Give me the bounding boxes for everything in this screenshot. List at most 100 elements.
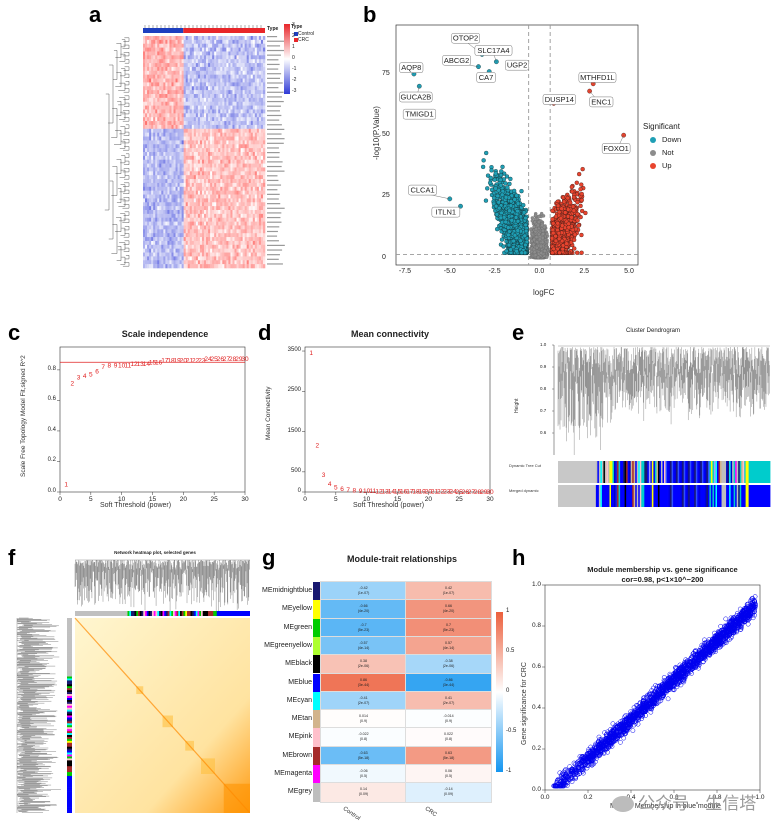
- heatmap-cell: [246, 101, 250, 106]
- heatmap-cell: [185, 117, 189, 122]
- heatmap-cell: [149, 194, 152, 199]
- heatmap-cell: [206, 39, 209, 45]
- heatmap-cell: [254, 217, 258, 222]
- heatmap-cell: [177, 144, 180, 149]
- heatmap-cell: [185, 39, 189, 45]
- panel-label-g: g: [262, 545, 276, 570]
- heatmap-cell: [224, 121, 227, 126]
- heatmap-cell: [167, 225, 170, 230]
- heatmap-cell: [153, 86, 156, 91]
- heatmap-cell: [201, 70, 205, 75]
- heatmap-cell: [262, 237, 266, 242]
- heatmap-cell: [145, 233, 148, 238]
- heatmap-cell: [143, 43, 146, 48]
- heatmap-cell: [214, 186, 217, 191]
- heatmap-cell: [159, 167, 162, 172]
- heatmap-cell: [236, 117, 239, 122]
- heatmap-cell: [254, 128, 258, 133]
- heatmap-cell: [181, 144, 184, 149]
- heatmap-cell: [212, 148, 215, 153]
- heatmap-cell: [248, 190, 252, 195]
- heatmap-cell: [234, 217, 237, 222]
- heatmap-cell: [210, 78, 213, 83]
- heatmap-cell: [260, 202, 264, 207]
- heatmap-cell: [179, 39, 182, 45]
- heatmap-cell: [244, 179, 247, 184]
- heatmap-cell: [191, 136, 195, 141]
- heatmap-cell: [153, 43, 156, 48]
- heatmap-cell: [179, 260, 182, 265]
- heatmap-cell: [201, 128, 205, 133]
- heatmap-cell: [171, 109, 174, 114]
- heatmap-cell: [218, 244, 221, 249]
- heatmap-cell: [171, 248, 174, 253]
- heatmap-cell: [199, 94, 203, 99]
- heatmap-cell: [181, 190, 184, 195]
- heatmap-cell: [195, 105, 199, 110]
- heatmap-cell: [187, 66, 191, 72]
- heatmap-cell: [165, 90, 168, 95]
- heatmap-cell: [216, 194, 219, 199]
- heatmap-cell: [226, 248, 229, 253]
- heatmap-cell: [165, 175, 168, 180]
- heatmap-cell: [183, 117, 186, 122]
- heatmap-cell: [177, 136, 180, 141]
- heatmap-cell: [169, 113, 172, 118]
- heatmap-cell: [248, 198, 252, 203]
- heatmap-cell: [145, 132, 148, 137]
- heatmap-cell: [145, 252, 148, 257]
- heatmap-cell: [179, 179, 182, 184]
- heatmap-cell: [234, 140, 237, 145]
- heatmap-cell: [208, 210, 211, 215]
- dendro-link: [118, 242, 125, 251]
- gene-label: [267, 170, 285, 172]
- heatmap-cell: [145, 59, 148, 64]
- heatmap-cell: [195, 213, 199, 219]
- heatmap-cell: [201, 74, 205, 79]
- heatmap-cell: [212, 229, 215, 234]
- heatmap-cell: [199, 194, 203, 199]
- gene-label: [267, 59, 279, 61]
- heatmap-cell: [220, 198, 223, 203]
- heatmap-cell: [183, 63, 186, 68]
- heatmap-cell: [216, 144, 219, 149]
- heatmap-cell: [173, 186, 176, 191]
- heatmap-cell: [165, 66, 168, 72]
- heatmap-cell: [242, 217, 245, 222]
- heatmap-cell: [224, 86, 227, 91]
- heatmap-cell: [256, 105, 260, 110]
- heatmap-cell: [183, 109, 186, 114]
- heatmap-cell: [254, 155, 258, 161]
- heatmap-cell: [228, 182, 231, 188]
- heatmap-cell: [244, 136, 247, 141]
- heatmap-cell: [232, 233, 235, 238]
- heatmap-cell: [234, 39, 237, 45]
- heatmap-cell: [199, 202, 203, 207]
- heatmap-cell: [248, 144, 252, 149]
- heatmap-cell: [246, 221, 250, 226]
- heatmap-cell: [204, 179, 207, 184]
- heatmap-cell: [183, 144, 186, 149]
- heatmap-cell: [232, 51, 235, 56]
- heatmap-cell: [206, 152, 209, 157]
- heatmap-cell: [248, 256, 252, 261]
- heatmap-cell: [169, 198, 172, 203]
- heatmap-cell: [167, 63, 170, 68]
- heatmap-cell: [183, 152, 186, 157]
- heatmap-cell: [163, 59, 166, 64]
- heatmap-cell: [206, 94, 209, 99]
- panel-label-d: d: [258, 320, 272, 345]
- heatmap-cell: [199, 152, 203, 157]
- heatmap-cell: [230, 167, 233, 172]
- heatmap-cell: [153, 140, 156, 145]
- heatmap-cell: [177, 63, 180, 68]
- heatmap-cell: [212, 233, 215, 238]
- heatmap-cell: [163, 244, 166, 249]
- heatmap-cell: [212, 194, 215, 199]
- heatmap-scale-tick: 0: [292, 55, 295, 61]
- heatmap-cell: [197, 171, 201, 176]
- heatmap-cell: [163, 39, 166, 45]
- heatmap-cell: [254, 132, 258, 137]
- heatmap-cell: [224, 70, 227, 75]
- heatmap-cell: [167, 179, 170, 184]
